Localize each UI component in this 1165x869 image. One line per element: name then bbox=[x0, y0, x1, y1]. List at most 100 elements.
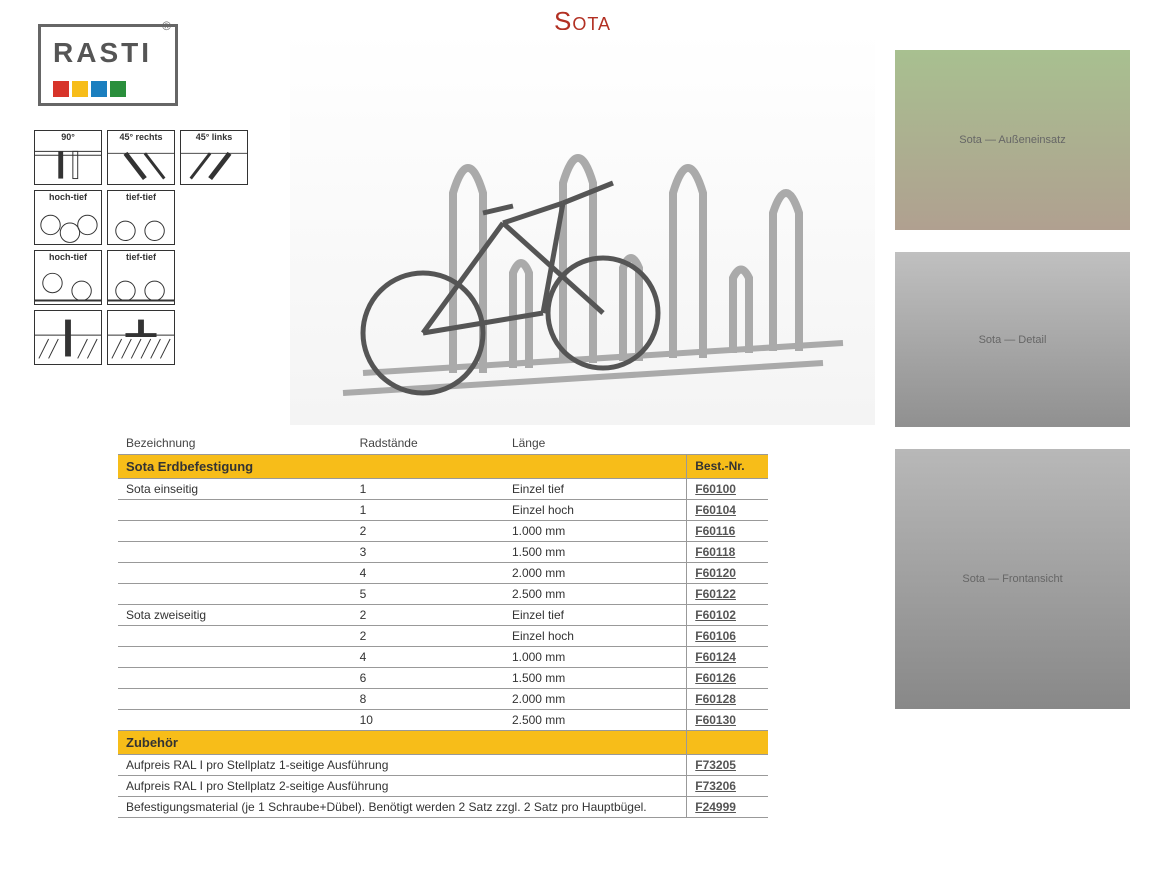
table-cell bbox=[118, 563, 352, 584]
col-header-radstaende: Radstände bbox=[352, 432, 504, 455]
order-cell: F60100 bbox=[687, 479, 768, 500]
order-cell: F60124 bbox=[687, 647, 768, 668]
table-row: 2Einzel hoch F60106 bbox=[118, 626, 768, 647]
brand-square-2 bbox=[91, 81, 107, 97]
order-number-link[interactable]: F60100 bbox=[695, 482, 736, 496]
table-header-row: Bezeichnung Radstände Länge bbox=[118, 432, 768, 455]
order-number-link[interactable]: F24999 bbox=[695, 800, 736, 814]
table-section-header: Zubehör bbox=[118, 731, 768, 755]
table-row: 1Einzel hoch F60104 bbox=[118, 500, 768, 521]
order-number-link[interactable]: F60106 bbox=[695, 629, 736, 643]
table-row: 102.500 mmF60130 bbox=[118, 710, 768, 731]
table-cell: Einzel hoch bbox=[504, 500, 687, 521]
order-number-link[interactable]: F60130 bbox=[695, 713, 736, 727]
table-cell: Sota einseitig bbox=[118, 479, 352, 500]
order-cell: F60116 bbox=[687, 521, 768, 542]
order-cell: F73205 bbox=[687, 755, 768, 776]
config-icon-tief-tief-1: tief-tief bbox=[107, 190, 175, 245]
order-number-link[interactable]: F73206 bbox=[695, 779, 736, 793]
brand-square-1 bbox=[72, 81, 88, 97]
order-number-link[interactable]: F73205 bbox=[695, 758, 736, 772]
table-row: 52.500 mm F60122 bbox=[118, 584, 768, 605]
order-cell: F60102 bbox=[687, 605, 768, 626]
table-cell bbox=[118, 584, 352, 605]
table-cell bbox=[118, 689, 352, 710]
config-icon-label: 90° bbox=[35, 132, 101, 142]
brand-color-squares bbox=[53, 81, 126, 97]
order-number-link[interactable]: F60104 bbox=[695, 503, 736, 517]
gallery-image-1: Sota — Außeneinsatz bbox=[895, 50, 1130, 230]
product-hero-image bbox=[290, 30, 875, 425]
order-number-link[interactable]: F60116 bbox=[695, 524, 735, 538]
table-cell: 8 bbox=[352, 689, 504, 710]
order-number-link[interactable]: F60122 bbox=[695, 587, 736, 601]
config-icon-label: hoch-tief bbox=[35, 192, 101, 202]
gallery-caption: Sota — Außeneinsatz bbox=[959, 134, 1065, 146]
table-row: Sota zweiseitig2Einzel tief F60102 bbox=[118, 605, 768, 626]
order-cell: F60126 bbox=[687, 668, 768, 689]
accessory-description: Aufpreis RAL I pro Stellplatz 2-seitige … bbox=[118, 776, 687, 797]
table-cell: Einzel tief bbox=[504, 605, 687, 626]
table-row: 82.000 mmF60128 bbox=[118, 689, 768, 710]
section-order-header bbox=[687, 731, 768, 755]
table-cell: 1 bbox=[352, 500, 504, 521]
table-row: Aufpreis RAL I pro Stellplatz 2-seitige … bbox=[118, 776, 768, 797]
table-cell: 2 bbox=[352, 521, 504, 542]
table-cell: Einzel tief bbox=[504, 479, 687, 500]
order-cell: F73206 bbox=[687, 776, 768, 797]
order-number-link[interactable]: F60102 bbox=[695, 608, 736, 622]
order-cell: F24999 bbox=[687, 797, 768, 818]
table-cell bbox=[118, 647, 352, 668]
config-icon-label: tief-tief bbox=[108, 252, 174, 262]
configuration-icon-grid: 90° 45° rechts 45° links hoch-tief tief-… bbox=[34, 130, 259, 370]
table-cell bbox=[118, 500, 352, 521]
table-cell: 1.500 mm bbox=[504, 668, 687, 689]
order-number-link[interactable]: F60126 bbox=[695, 671, 736, 685]
order-cell: F60118 bbox=[687, 542, 768, 563]
table-cell bbox=[118, 710, 352, 731]
table-row: 21.000 mm F60116 bbox=[118, 521, 768, 542]
table-row: 61.500 mmF60126 bbox=[118, 668, 768, 689]
brand-name: RASTI bbox=[53, 37, 152, 69]
order-number-link[interactable]: F60124 bbox=[695, 650, 736, 664]
config-icon-tief-tief-2: tief-tief bbox=[107, 250, 175, 305]
table-cell: 1.000 mm bbox=[504, 521, 687, 542]
order-cell: F60106 bbox=[687, 626, 768, 647]
table-cell: Sota zweiseitig bbox=[118, 605, 352, 626]
table-cell: 2.500 mm bbox=[504, 710, 687, 731]
gallery-caption: Sota — Frontansicht bbox=[962, 573, 1062, 585]
table-cell: Einzel hoch bbox=[504, 626, 687, 647]
table-row: Sota einseitig1Einzel tiefF60100 bbox=[118, 479, 768, 500]
brand-square-3 bbox=[110, 81, 126, 97]
section-title: Sota Erdbefestigung bbox=[118, 455, 687, 479]
table-cell: 5 bbox=[352, 584, 504, 605]
config-icon-ground-2 bbox=[107, 310, 175, 365]
order-cell: F60122 bbox=[687, 584, 768, 605]
order-number-link[interactable]: F60118 bbox=[695, 545, 735, 559]
config-icon-90deg: 90° bbox=[34, 130, 102, 185]
table-cell: 4 bbox=[352, 563, 504, 584]
col-header-laenge: Länge bbox=[504, 432, 687, 455]
accessory-description: Aufpreis RAL I pro Stellplatz 1-seitige … bbox=[118, 755, 687, 776]
config-icon-ground-1 bbox=[34, 310, 102, 365]
table-cell: 3 bbox=[352, 542, 504, 563]
config-icon-hoch-tief-2: hoch-tief bbox=[34, 250, 102, 305]
table-row: Aufpreis RAL I pro Stellplatz 1-seitige … bbox=[118, 755, 768, 776]
table-cell: 2.500 mm bbox=[504, 584, 687, 605]
table-cell: 4 bbox=[352, 647, 504, 668]
config-icon-hoch-tief-1: hoch-tief bbox=[34, 190, 102, 245]
product-table: Bezeichnung Radstände Länge Sota Erdbefe… bbox=[118, 432, 768, 818]
table-cell: 2 bbox=[352, 626, 504, 647]
table-cell bbox=[118, 668, 352, 689]
order-number-link[interactable]: F60120 bbox=[695, 566, 736, 580]
table-cell: 1.000 mm bbox=[504, 647, 687, 668]
table-row: 31.500 mmF60118 bbox=[118, 542, 768, 563]
order-cell: F60130 bbox=[687, 710, 768, 731]
table-cell: 2 bbox=[352, 605, 504, 626]
config-icon-45-left: 45° links bbox=[180, 130, 248, 185]
brand-square-0 bbox=[53, 81, 69, 97]
table-section-header: Sota ErdbefestigungBest.-Nr. bbox=[118, 455, 768, 479]
accessory-description: Befestigungsmaterial (je 1 Schraube+Dübe… bbox=[118, 797, 687, 818]
order-number-link[interactable]: F60128 bbox=[695, 692, 736, 706]
config-icon-label: 45° links bbox=[181, 132, 247, 142]
